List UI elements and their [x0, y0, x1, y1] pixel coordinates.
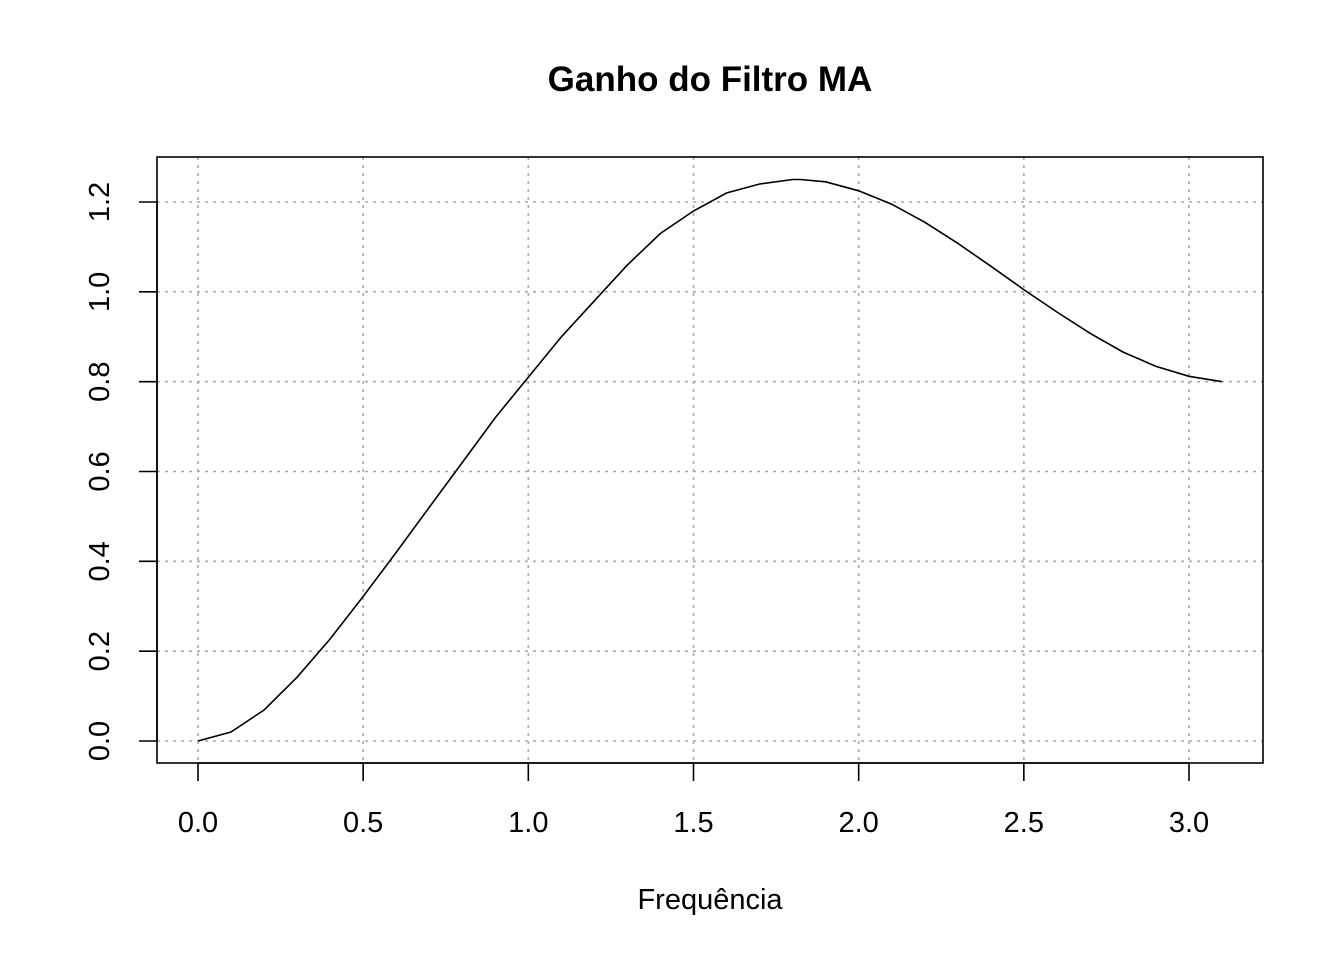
y-tick-label-3: 0.6 [84, 451, 116, 491]
y-tick-label-6: 1.2 [84, 182, 116, 222]
series-line [197, 178, 1223, 742]
x-tick-label-1: 0.5 [343, 807, 383, 839]
x-tick-label-4: 2.0 [839, 807, 879, 839]
plot-frame [156, 156, 1264, 764]
y-tick-label-1: 0.2 [84, 631, 116, 671]
y-tick-label-0: 0.0 [84, 721, 116, 761]
x-tick-label-0: 0.0 [178, 807, 218, 839]
x-tick-label-5: 2.5 [1004, 807, 1044, 839]
y-tick-label-4: 0.8 [84, 362, 116, 402]
y-axis: 0.0 0.2 0.4 0.6 0.8 1.0 1.2 [84, 182, 158, 761]
y-tick-label-5: 1.0 [84, 272, 116, 312]
grid-lines [157, 157, 1263, 763]
x-axis-label: Frequência [637, 884, 783, 916]
x-tick-label-6: 3.0 [1169, 807, 1209, 839]
x-tick-label-2: 1.0 [508, 807, 548, 839]
x-axis: 0.0 0.5 1.0 1.5 2.0 2.5 3.0 [178, 762, 1209, 839]
y-tick-label-2: 0.4 [84, 541, 116, 581]
x-tick-label-3: 1.5 [673, 807, 713, 839]
chart-title: Ganho do Filtro MA [548, 60, 873, 99]
